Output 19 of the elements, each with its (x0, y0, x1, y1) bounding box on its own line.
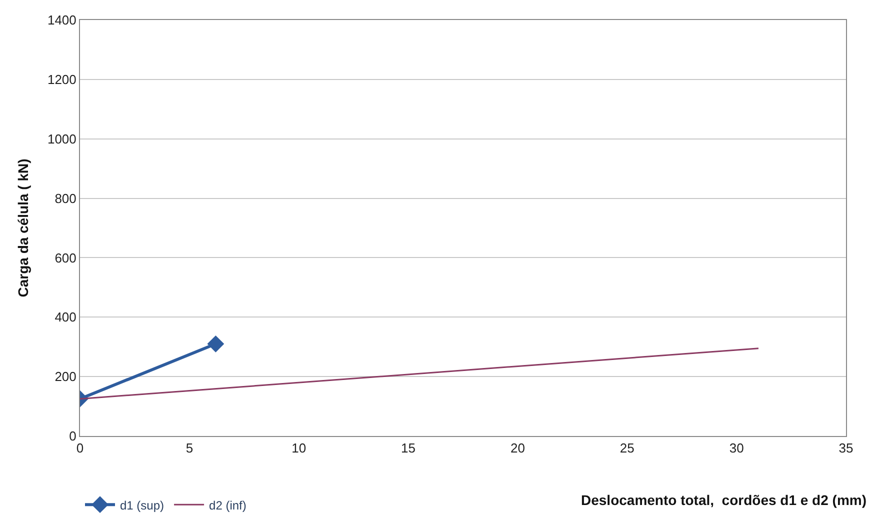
x-tick-label: 20 (510, 440, 525, 456)
x-tick-label: 30 (729, 440, 744, 456)
y-tick-label: 1400 (47, 12, 76, 28)
x-tick-label: 10 (292, 440, 306, 456)
x-tick-label: 15 (401, 440, 416, 456)
x-tick-label: 35 (838, 440, 854, 456)
x-axis-title: Deslocamento total, cordões d1 e d2 (mm) (581, 492, 867, 508)
y-tick-label: 1000 (47, 131, 76, 146)
x-tick-label: 5 (186, 440, 194, 456)
y-tick-label: 0 (69, 428, 76, 444)
x-tick-label: 25 (620, 440, 634, 456)
legend-label: d1 (sup) (120, 498, 164, 512)
legend-label: d2 (inf) (209, 498, 246, 512)
y-tick-label: 200 (54, 369, 76, 384)
y-tick-label: 600 (54, 250, 76, 266)
y-tick-label: 400 (54, 310, 76, 325)
y-tick-label: 1200 (47, 72, 76, 87)
y-tick-label: 800 (54, 190, 76, 206)
y-axis-title: Carga da célula ( kN) (15, 158, 32, 298)
